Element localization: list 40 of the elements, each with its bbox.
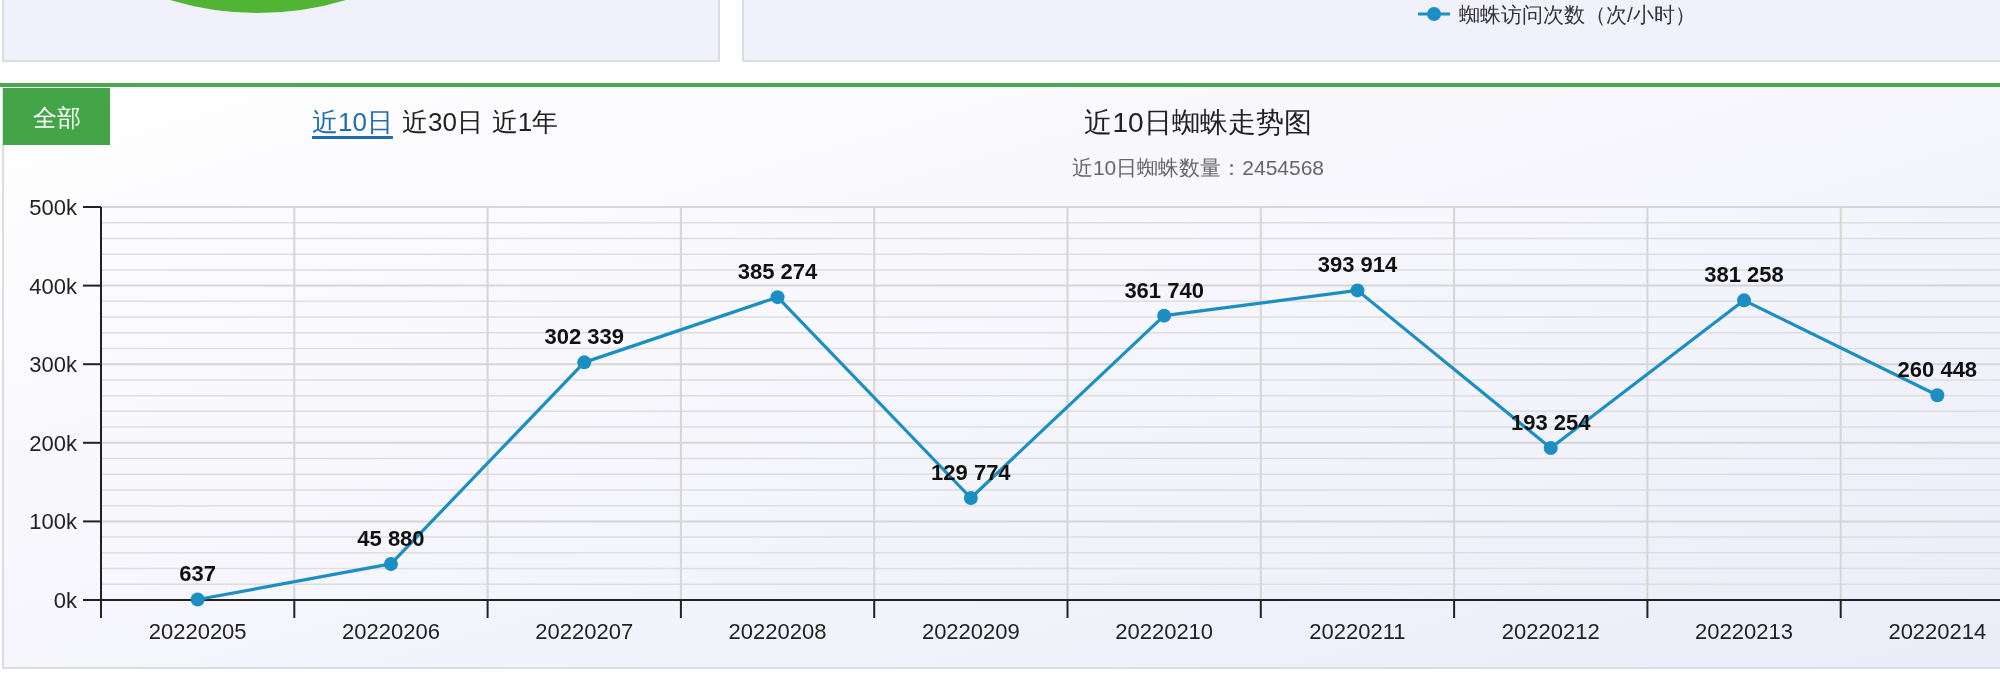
point (1930, 388, 1945, 403)
data-label: 260 448 (1897, 357, 1978, 383)
y-tick-label: 300k (29, 351, 78, 377)
x-tick-label: 20220213 (1695, 618, 1793, 644)
point (383, 556, 398, 571)
text: 近30日 (401, 107, 483, 137)
point (190, 592, 205, 607)
x-tick-label: 20220210 (1115, 618, 1214, 644)
x-tick-label: 20220205 (148, 618, 247, 644)
y-tick-label: 100k (29, 508, 78, 534)
data-label: 393 914 (1317, 252, 1398, 278)
x-tick-label: 20220211 (1309, 618, 1406, 644)
point (770, 290, 785, 305)
data-label: 302 339 (544, 324, 625, 350)
data-label: 637 (179, 561, 217, 587)
text: 全部 (32, 103, 81, 130)
point (577, 355, 592, 370)
y-tick-label: 400k (29, 273, 78, 299)
x-tick-label: 20220209 (921, 618, 1020, 644)
y-tick-label: 0k (53, 587, 78, 613)
point (1350, 283, 1365, 298)
x-tick-label: 20220206 (342, 618, 440, 644)
x-tick-label: 20220208 (728, 618, 827, 644)
text: 近1年 (491, 107, 559, 137)
chart-subtitle: 近10日蜘蛛数量：2454568 (1071, 155, 1325, 179)
x-tick-label: 20220214 (1888, 618, 1987, 644)
point (1157, 308, 1172, 323)
data-label: 361 740 (1124, 277, 1204, 303)
text: 近10日 (312, 107, 393, 137)
y-tick-label: 500k (29, 194, 78, 220)
text: 蜘蛛访问次数（次/小时） (1459, 2, 1696, 26)
y-tick-label: 200k (29, 430, 78, 456)
point (1737, 293, 1752, 308)
point (963, 491, 978, 505)
point (1543, 441, 1558, 456)
x-tick-label: 20220207 (535, 618, 634, 644)
chart-title: 近10日蜘蛛走势图 (1084, 106, 1312, 138)
data-label: 385 274 (737, 259, 819, 285)
data-label: 381 258 (1704, 262, 1784, 288)
x-tick-label: 20220212 (1501, 618, 1600, 644)
